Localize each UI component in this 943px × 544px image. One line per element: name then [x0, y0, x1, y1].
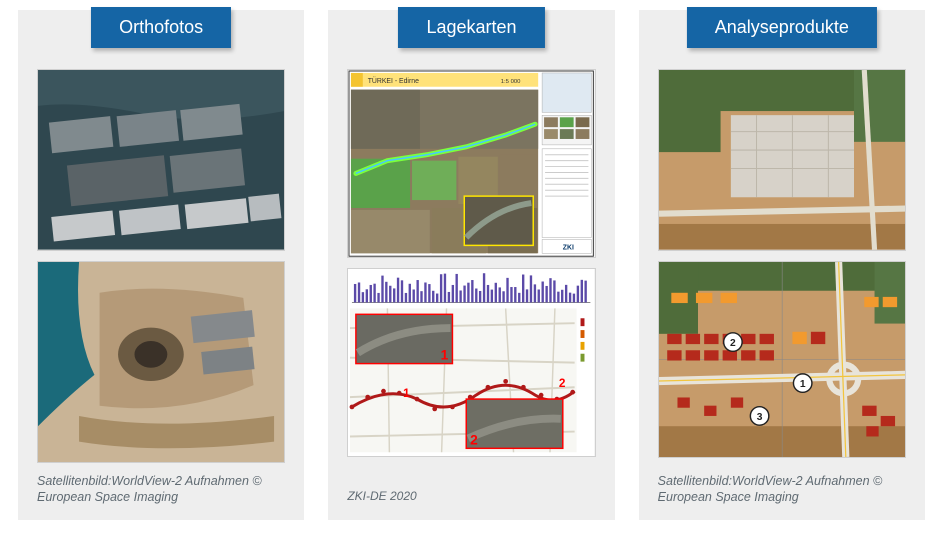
orthofotos-images — [37, 69, 285, 465]
analyse2-point-1: 1 — [793, 373, 811, 391]
lage1-scale: 1:5 000 — [501, 79, 521, 85]
lage-image-1: TÜRKEI - Edirne 1:5 000 ZKI — [347, 69, 595, 258]
lage2-marker-1: 1 — [441, 348, 449, 363]
lage-caption: ZKI-DE 2020 — [347, 489, 595, 505]
svg-text:3: 3 — [756, 412, 762, 423]
ortho-caption: Satellitenbild:WorldView-2 Aufnahmen © E… — [37, 473, 285, 506]
analyse-caption: Satellitenbild:WorldView-2 Aufnahmen © E… — [658, 473, 906, 506]
analyse2-point-2: 2 — [723, 332, 741, 350]
svg-text:1: 1 — [799, 379, 805, 390]
columns-row: Orthofotos — [18, 10, 925, 528]
analyse-image-1 — [658, 69, 906, 251]
heading-analyseprodukte: Analyseprodukte — [687, 7, 877, 48]
lage1-logo: ZKI — [563, 244, 574, 251]
card-lagekarten: Lagekarten TÜRKEI - Edirne 1:5 000 — [328, 10, 614, 520]
heading-orthofotos: Orthofotos — [91, 7, 231, 48]
lage-image-2: 1 2 1 2 — [347, 268, 595, 457]
lage1-title: TÜRKEI - Edirne — [368, 77, 419, 85]
card-orthofotos: Orthofotos — [18, 10, 304, 520]
analyse-image-2: 1 2 3 — [658, 261, 906, 458]
card-analyseprodukte: Analyseprodukte — [639, 10, 925, 520]
ortho-image-2 — [37, 261, 285, 463]
lagekarten-images: TÜRKEI - Edirne 1:5 000 ZKI — [347, 69, 595, 481]
ortho-image-1 — [37, 69, 285, 251]
heading-lagekarten: Lagekarten — [398, 7, 544, 48]
analyse-images: 1 2 3 — [658, 69, 906, 465]
svg-text:2: 2 — [559, 376, 566, 390]
lage2-marker-2: 2 — [471, 433, 479, 448]
svg-text:1: 1 — [404, 386, 411, 400]
analyse2-point-3: 3 — [750, 406, 768, 424]
svg-text:2: 2 — [730, 338, 736, 349]
